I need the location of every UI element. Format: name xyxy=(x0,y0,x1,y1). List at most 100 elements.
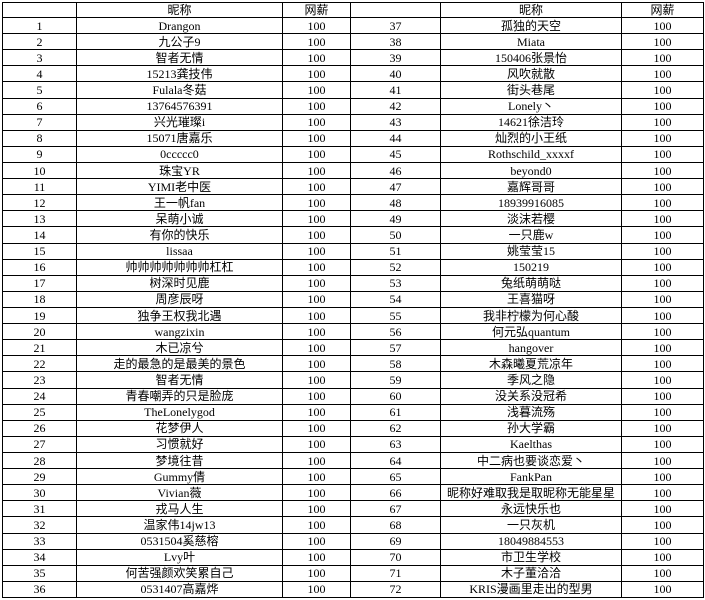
nickname-cell[interactable]: 王喜猫呀 xyxy=(440,290,622,308)
nickname-cell[interactable]: 走的最急的是最美的景色 xyxy=(76,355,283,373)
row-number-cell[interactable]: 57 xyxy=(350,339,441,357)
row-number-cell[interactable]: 4 xyxy=(2,65,77,83)
nickname-cell[interactable]: 习惯就好 xyxy=(76,435,283,453)
row-number-cell[interactable]: 40 xyxy=(350,65,441,83)
row-number-cell[interactable]: 16 xyxy=(2,258,77,276)
row-number-cell[interactable]: 24 xyxy=(2,387,77,405)
salary-cell[interactable]: 100 xyxy=(621,161,704,180)
salary-cell[interactable]: 100 xyxy=(282,161,351,180)
row-number-cell[interactable]: 61 xyxy=(350,403,441,421)
nickname-cell[interactable]: YIMI老中医 xyxy=(76,178,283,196)
nickname-cell[interactable]: Miata xyxy=(440,33,622,51)
salary-cell[interactable]: 100 xyxy=(282,210,351,228)
salary-cell[interactable]: 100 xyxy=(621,226,704,244)
nickname-cell[interactable]: 150219 xyxy=(440,258,622,276)
salary-cell[interactable]: 100 xyxy=(621,387,704,405)
row-number-cell[interactable]: 38 xyxy=(350,33,441,51)
row-number-cell[interactable]: 65 xyxy=(350,468,441,486)
row-number-cell[interactable]: 59 xyxy=(350,371,441,389)
nickname-cell[interactable]: 150406张景怡 xyxy=(440,49,622,67)
salary-cell[interactable]: 100 xyxy=(282,194,351,212)
salary-cell[interactable]: 100 xyxy=(621,210,704,228)
salary-cell[interactable]: 100 xyxy=(621,419,704,437)
nickname-cell[interactable]: Kaelthas xyxy=(440,435,622,453)
nickname-cell[interactable]: 珠宝YR xyxy=(76,161,283,180)
row-number-cell[interactable]: 39 xyxy=(350,49,441,67)
row-number-cell[interactable]: 62 xyxy=(350,419,441,437)
salary-cell[interactable]: 100 xyxy=(282,435,351,453)
nickname-cell[interactable]: lissaa xyxy=(76,242,283,260)
nickname-cell[interactable]: beyond0 xyxy=(440,161,622,180)
nickname-cell[interactable]: 温家伟14jw13 xyxy=(76,516,283,534)
row-number-cell[interactable]: 33 xyxy=(2,532,77,550)
nickname-cell[interactable]: 14621徐洁玲 xyxy=(440,113,622,131)
nickname-cell[interactable]: 兴光璀璨i xyxy=(76,113,283,131)
salary-cell[interactable]: 100 xyxy=(282,258,351,276)
nickname-cell[interactable]: 周彦辰呀 xyxy=(76,290,283,308)
row-number-cell[interactable]: 17 xyxy=(2,274,77,292)
nickname-cell[interactable]: 我非柠檬为何心酸 xyxy=(440,306,622,325)
salary-cell[interactable]: 100 xyxy=(621,65,704,83)
row-number-cell[interactable]: 41 xyxy=(350,81,441,99)
row-number-cell[interactable]: 14 xyxy=(2,226,77,244)
row-number-cell[interactable]: 12 xyxy=(2,194,77,212)
salary-cell[interactable]: 100 xyxy=(621,81,704,99)
salary-cell[interactable]: 100 xyxy=(621,274,704,292)
nickname-cell[interactable]: 树深时见鹿 xyxy=(76,274,283,292)
row-number-cell[interactable]: 13 xyxy=(2,210,77,228)
salary-cell[interactable]: 100 xyxy=(621,371,704,389)
salary-cell[interactable]: 100 xyxy=(621,484,704,502)
salary-cell[interactable]: 100 xyxy=(621,516,704,534)
nickname-cell[interactable]: Fulala冬菇 xyxy=(76,81,283,99)
salary-cell[interactable]: 100 xyxy=(282,355,351,373)
nickname-cell[interactable]: wangzixin xyxy=(76,323,283,341)
nickname-cell[interactable]: 姚莹莹15 xyxy=(440,242,622,260)
nickname-cell[interactable]: 帅帅帅帅帅帅帅杠杠 xyxy=(76,258,283,276)
row-number-cell[interactable]: 52 xyxy=(350,258,441,276)
row-number-cell[interactable]: 26 xyxy=(2,419,77,437)
salary-cell[interactable]: 100 xyxy=(621,33,704,51)
salary-header-right[interactable]: 网薪 xyxy=(621,2,704,18)
salary-header-left[interactable]: 网薪 xyxy=(282,2,351,18)
nickname-cell[interactable]: 18049884553 xyxy=(440,532,622,550)
nickname-cell[interactable]: 戎马人生 xyxy=(76,500,283,518)
salary-cell[interactable]: 100 xyxy=(621,290,704,308)
row-number-cell[interactable]: 50 xyxy=(350,226,441,244)
nickname-cell[interactable]: 风吹就散 xyxy=(440,65,622,83)
salary-cell[interactable]: 100 xyxy=(621,532,704,550)
row-number-cell[interactable]: 58 xyxy=(350,355,441,373)
salary-cell[interactable]: 100 xyxy=(282,339,351,357)
row-number-cell[interactable]: 5 xyxy=(2,81,77,99)
row-number-cell[interactable]: 56 xyxy=(350,323,441,341)
nickname-cell[interactable]: 13764576391 xyxy=(76,97,283,115)
salary-cell[interactable]: 100 xyxy=(282,532,351,550)
salary-cell[interactable]: 100 xyxy=(282,323,351,341)
row-number-cell[interactable]: 7 xyxy=(2,113,77,131)
nickname-header-left[interactable]: 昵称 xyxy=(76,2,283,18)
salary-cell[interactable]: 100 xyxy=(621,242,704,260)
salary-cell[interactable]: 100 xyxy=(282,274,351,292)
nickname-cell[interactable]: 智者无情 xyxy=(76,49,283,67)
salary-cell[interactable]: 100 xyxy=(621,403,704,421)
nickname-cell[interactable]: 智者无情 xyxy=(76,371,283,389)
nickname-cell[interactable]: 季风之隐 xyxy=(440,371,622,389)
row-number-cell[interactable]: 3 xyxy=(2,49,77,67)
nickname-cell[interactable]: 18939916085 xyxy=(440,194,622,212)
row-number-cell[interactable]: 21 xyxy=(2,339,77,357)
salary-cell[interactable]: 100 xyxy=(621,339,704,357)
row-number-cell[interactable]: 47 xyxy=(350,178,441,196)
nickname-cell[interactable]: TheLonelygod xyxy=(76,403,283,421)
nickname-cell[interactable]: 15071唐嘉乐 xyxy=(76,129,283,147)
nickname-cell[interactable]: Lvy叶 xyxy=(76,548,283,566)
salary-cell[interactable]: 100 xyxy=(282,129,351,147)
nickname-cell[interactable]: 木子董洽洽 xyxy=(440,564,622,582)
nickname-cell[interactable]: 木森曦夏荒凉年 xyxy=(440,355,622,373)
nickname-cell[interactable]: hangover xyxy=(440,339,622,357)
salary-cell[interactable]: 100 xyxy=(621,178,704,196)
nickname-cell[interactable]: 0531504奚慈榕 xyxy=(76,532,283,550)
salary-cell[interactable]: 100 xyxy=(282,81,351,99)
row-number-cell[interactable]: 11 xyxy=(2,178,77,196)
salary-cell[interactable]: 100 xyxy=(621,97,704,115)
nickname-cell[interactable]: Drangon xyxy=(76,16,283,35)
row-number-cell[interactable]: 29 xyxy=(2,468,77,486)
